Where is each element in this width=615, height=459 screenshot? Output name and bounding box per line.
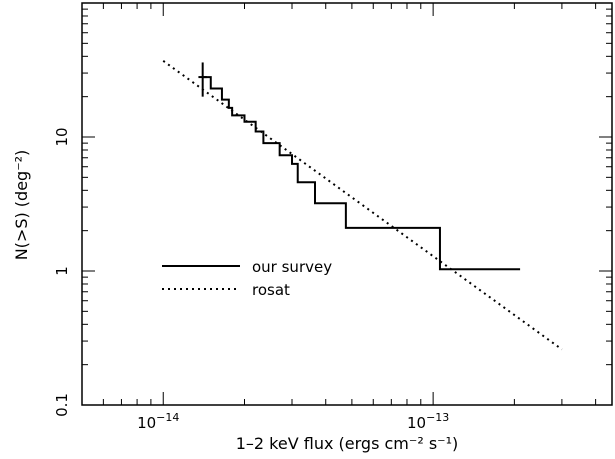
x-tick-label: 10−13 (407, 411, 449, 432)
legend-label-rosat: rosat (252, 281, 290, 299)
x-tick-labels: 10−14 10−13 (137, 411, 449, 432)
series-layer (162, 60, 563, 351)
series-line-our-survey (202, 76, 521, 271)
plot-frame (81, 2, 613, 406)
y-tick-label: 1 (53, 266, 71, 276)
x-axis-label: 1–2 keV flux (ergs cm⁻² s⁻¹) (236, 434, 459, 453)
axis-ticks (81, 3, 612, 406)
y-axis-label: N(>S) (deg⁻²) (12, 150, 31, 261)
legend: our survey rosat (162, 258, 332, 299)
y-tick-label: 0.1 (53, 393, 71, 417)
y-tick-labels: 0.1 1 10 (53, 127, 71, 416)
series-line-rosat (162, 60, 563, 351)
legend-label-our-survey: our survey (252, 258, 332, 276)
x-tick-label: 10−14 (137, 411, 179, 432)
y-tick-label: 10 (53, 127, 71, 146)
